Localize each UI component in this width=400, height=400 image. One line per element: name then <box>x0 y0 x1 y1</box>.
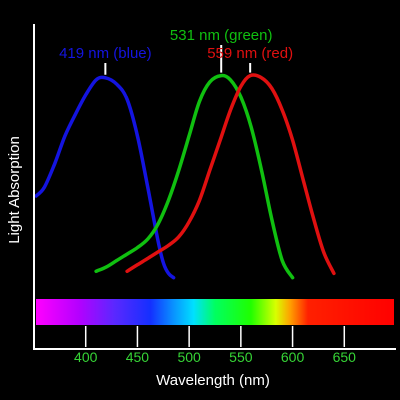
x-tick-label-550: 550 <box>229 349 253 365</box>
green-peak-label: 531 nm (green) <box>170 27 273 44</box>
blue-cone-curve <box>34 75 176 280</box>
red-cone-curve <box>125 73 336 276</box>
x-tick-label-400: 400 <box>74 349 98 365</box>
absorption-curves <box>34 73 336 280</box>
green-cone-curve <box>94 73 295 280</box>
peak-markers: 419 nm (blue) 531 nm (green)559 nm (red) <box>59 27 293 75</box>
y-axis-label: Light Absorption <box>6 136 23 244</box>
x-tick-label-650: 650 <box>333 349 357 365</box>
color-spectrum-bar <box>36 299 394 325</box>
red-peak-label: 559 nm (red) <box>207 45 293 62</box>
x-tick-label-600: 600 <box>281 349 305 365</box>
x-tick-label-450: 450 <box>126 349 150 365</box>
x-axis-ticks: 400 450 500 550 600 650 <box>74 326 356 365</box>
x-axis-label: Wavelength (nm) <box>156 372 270 389</box>
x-tick-label-500: 500 <box>177 349 201 365</box>
blue-peak-label: 419 nm (blue) <box>59 45 152 62</box>
